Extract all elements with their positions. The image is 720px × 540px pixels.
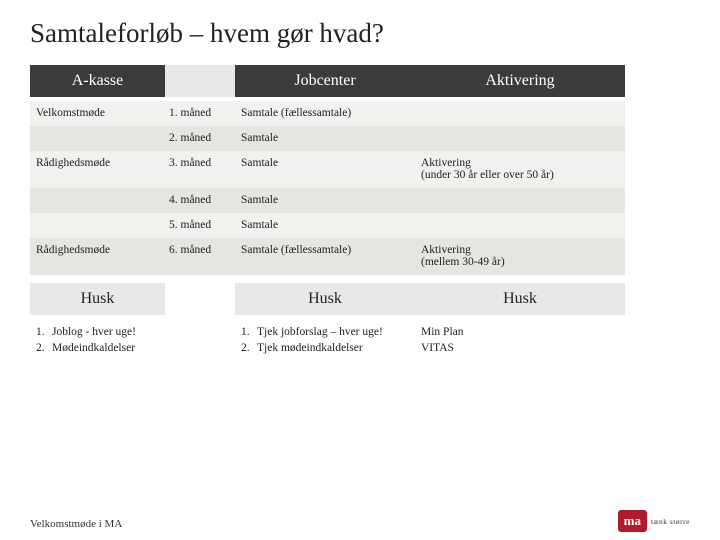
husk-jobcenter: 1.Tjek jobforslag – hver uge! 2.Tjek mød… (235, 319, 415, 363)
cell-month: 1. måned (165, 101, 235, 126)
cell-aktivering (415, 213, 625, 238)
page-title: Samtaleforløb – hvem gør hvad? (30, 18, 690, 49)
logo-tagline: tænk større (651, 517, 690, 526)
col-header-akasse: A-kasse (30, 65, 165, 97)
cell-month: 5. måned (165, 213, 235, 238)
footer-logo: ma tænk større (618, 510, 690, 532)
footer-text: Velkomstmøde i MA (30, 518, 122, 530)
cell-akasse (30, 126, 165, 151)
schedule-grid: A-kasse Jobcenter Aktivering Velkomstmød… (30, 65, 690, 363)
cell-jobcenter: Samtale (fællessamtale) (235, 238, 415, 275)
husk-header-akasse: Husk (30, 283, 165, 315)
cell-jobcenter: Samtale (235, 151, 415, 188)
cell-aktivering (415, 101, 625, 126)
col-header-aktivering: Aktivering (415, 65, 625, 97)
cell-akasse: Rådighedsmøde (30, 238, 165, 275)
logo-badge: ma (618, 510, 647, 532)
cell-jobcenter: Samtale (235, 213, 415, 238)
cell-aktivering (415, 188, 625, 213)
cell-month: 2. måned (165, 126, 235, 151)
husk-header-jobcenter: Husk (235, 283, 415, 315)
cell-jobcenter: Samtale (235, 126, 415, 151)
cell-aktivering: Aktivering (under 30 år eller over 50 år… (415, 151, 625, 188)
husk-akasse: 1.Joblog - hver uge! 2.Mødeindkaldelser (30, 319, 165, 363)
husk-header-aktivering: Husk (415, 283, 625, 315)
husk-aktivering: Min Plan VITAS (415, 319, 625, 363)
cell-month: 3. måned (165, 151, 235, 188)
cell-aktivering (415, 126, 625, 151)
cell-aktivering: Aktivering (mellem 30-49 år) (415, 238, 625, 275)
cell-month: 6. måned (165, 238, 235, 275)
cell-akasse (30, 188, 165, 213)
cell-jobcenter: Samtale (235, 188, 415, 213)
cell-akasse: Rådighedsmøde (30, 151, 165, 188)
cell-akasse: Velkomstmøde (30, 101, 165, 126)
cell-akasse (30, 213, 165, 238)
cell-jobcenter: Samtale (fællessamtale) (235, 101, 415, 126)
cell-month: 4. måned (165, 188, 235, 213)
col-header-jobcenter: Jobcenter (235, 65, 415, 97)
col-header-month (165, 65, 235, 97)
